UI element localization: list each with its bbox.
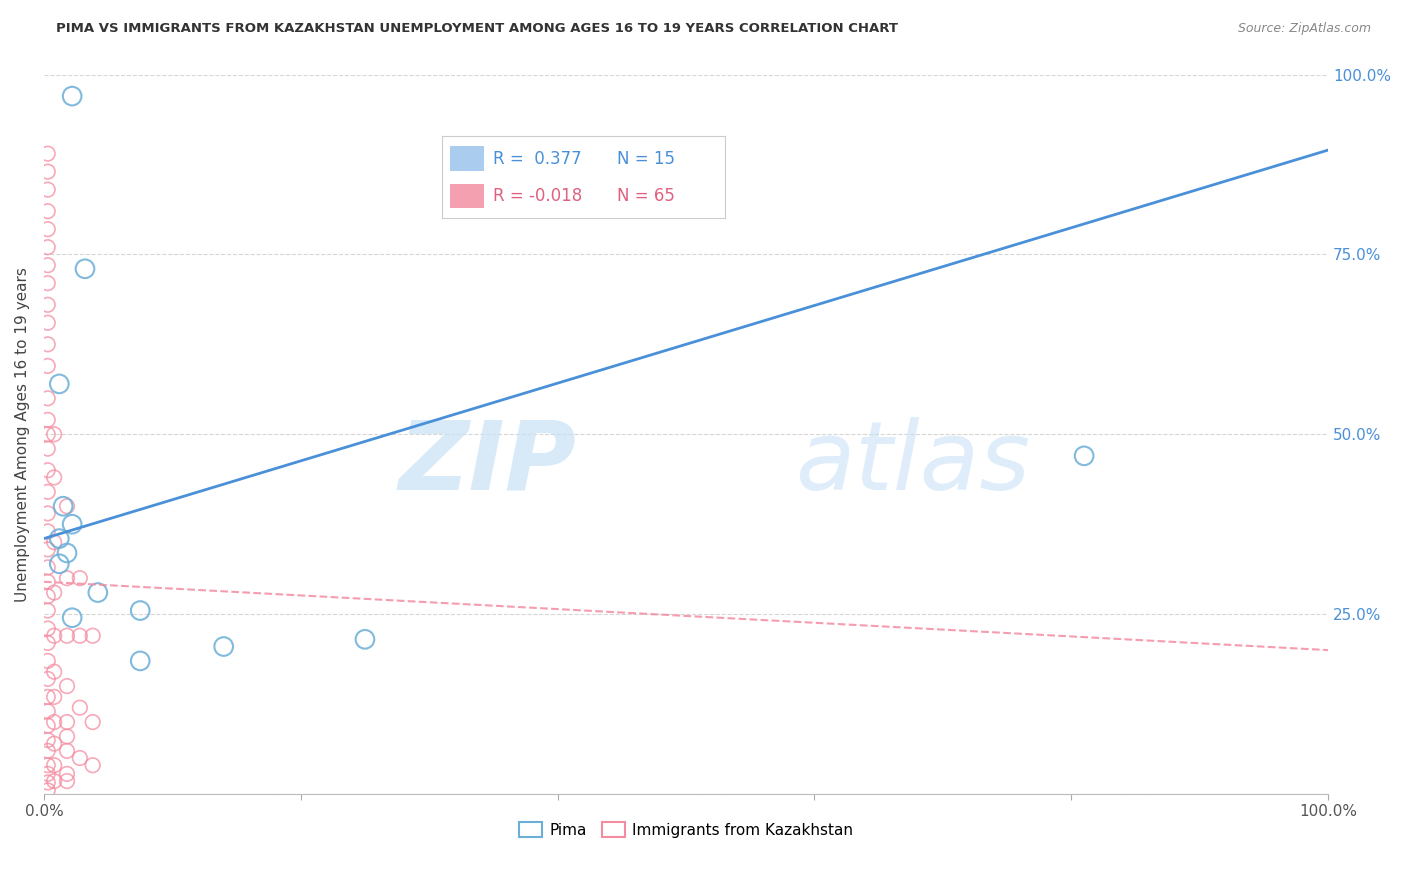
Point	[44, 774, 66, 789]
Text: PIMA VS IMMIGRANTS FROM KAZAKHSTAN UNEMPLOYMENT AMONG AGES 16 TO 19 YEARS CORREL: PIMA VS IMMIGRANTS FROM KAZAKHSTAN UNEMP…	[56, 22, 898, 36]
Point	[37, 719, 59, 733]
Point	[44, 737, 66, 751]
Point	[37, 744, 59, 758]
Point	[37, 359, 59, 373]
Point	[44, 535, 66, 549]
Point	[60, 89, 83, 103]
Point	[37, 574, 59, 589]
Point	[37, 240, 59, 254]
Point	[48, 557, 70, 571]
Point	[37, 507, 59, 521]
Point	[37, 427, 59, 442]
Point	[37, 636, 59, 650]
Point	[37, 783, 59, 797]
Point	[37, 258, 59, 272]
Point	[37, 484, 59, 499]
Point	[56, 546, 79, 560]
Point	[1073, 449, 1095, 463]
Point	[37, 442, 59, 456]
Point	[44, 714, 66, 729]
Point	[82, 714, 104, 729]
Point	[44, 629, 66, 643]
Point	[212, 640, 235, 654]
Point	[129, 654, 152, 668]
Point	[37, 164, 59, 178]
Point	[37, 758, 59, 772]
Point	[37, 733, 59, 747]
Point	[87, 585, 110, 599]
Point	[37, 316, 59, 330]
Point	[82, 758, 104, 772]
Point	[37, 775, 59, 789]
Point	[56, 571, 79, 585]
Point	[73, 261, 96, 276]
Point	[37, 704, 59, 718]
Point	[56, 629, 79, 643]
Point	[82, 629, 104, 643]
Point	[37, 654, 59, 668]
Point	[44, 585, 66, 599]
Point	[37, 622, 59, 636]
Point	[56, 744, 79, 758]
Point	[37, 204, 59, 219]
Point	[56, 774, 79, 789]
Point	[37, 690, 59, 704]
Point	[37, 603, 59, 617]
Point	[37, 276, 59, 290]
Point	[37, 589, 59, 603]
Point	[69, 700, 91, 714]
Point	[44, 427, 66, 442]
Point	[37, 222, 59, 236]
Point	[56, 767, 79, 781]
Point	[37, 337, 59, 351]
Point	[60, 611, 83, 625]
Point	[48, 376, 70, 391]
Y-axis label: Unemployment Among Ages 16 to 19 years: Unemployment Among Ages 16 to 19 years	[15, 267, 30, 602]
Point	[354, 632, 377, 647]
Point	[60, 517, 83, 532]
Point	[37, 560, 59, 574]
Point	[69, 629, 91, 643]
Point	[52, 500, 75, 514]
Point	[48, 532, 70, 546]
Point	[56, 500, 79, 514]
Point	[44, 470, 66, 484]
Point	[129, 603, 152, 617]
Point	[44, 690, 66, 704]
Point	[37, 146, 59, 161]
Point	[37, 392, 59, 406]
Point	[37, 542, 59, 557]
Point	[37, 767, 59, 781]
Text: Source: ZipAtlas.com: Source: ZipAtlas.com	[1237, 22, 1371, 36]
Point	[37, 524, 59, 539]
Legend: Pima, Immigrants from Kazakhstan: Pima, Immigrants from Kazakhstan	[513, 815, 859, 844]
Point	[37, 463, 59, 477]
Point	[37, 672, 59, 686]
Point	[44, 758, 66, 772]
Point	[44, 665, 66, 679]
Point	[37, 298, 59, 312]
Text: ZIP: ZIP	[399, 417, 576, 509]
Point	[56, 730, 79, 744]
Point	[37, 183, 59, 197]
Text: atlas: atlas	[796, 417, 1031, 509]
Point	[56, 714, 79, 729]
Point	[69, 751, 91, 765]
Point	[69, 571, 91, 585]
Point	[56, 679, 79, 693]
Point	[37, 413, 59, 427]
